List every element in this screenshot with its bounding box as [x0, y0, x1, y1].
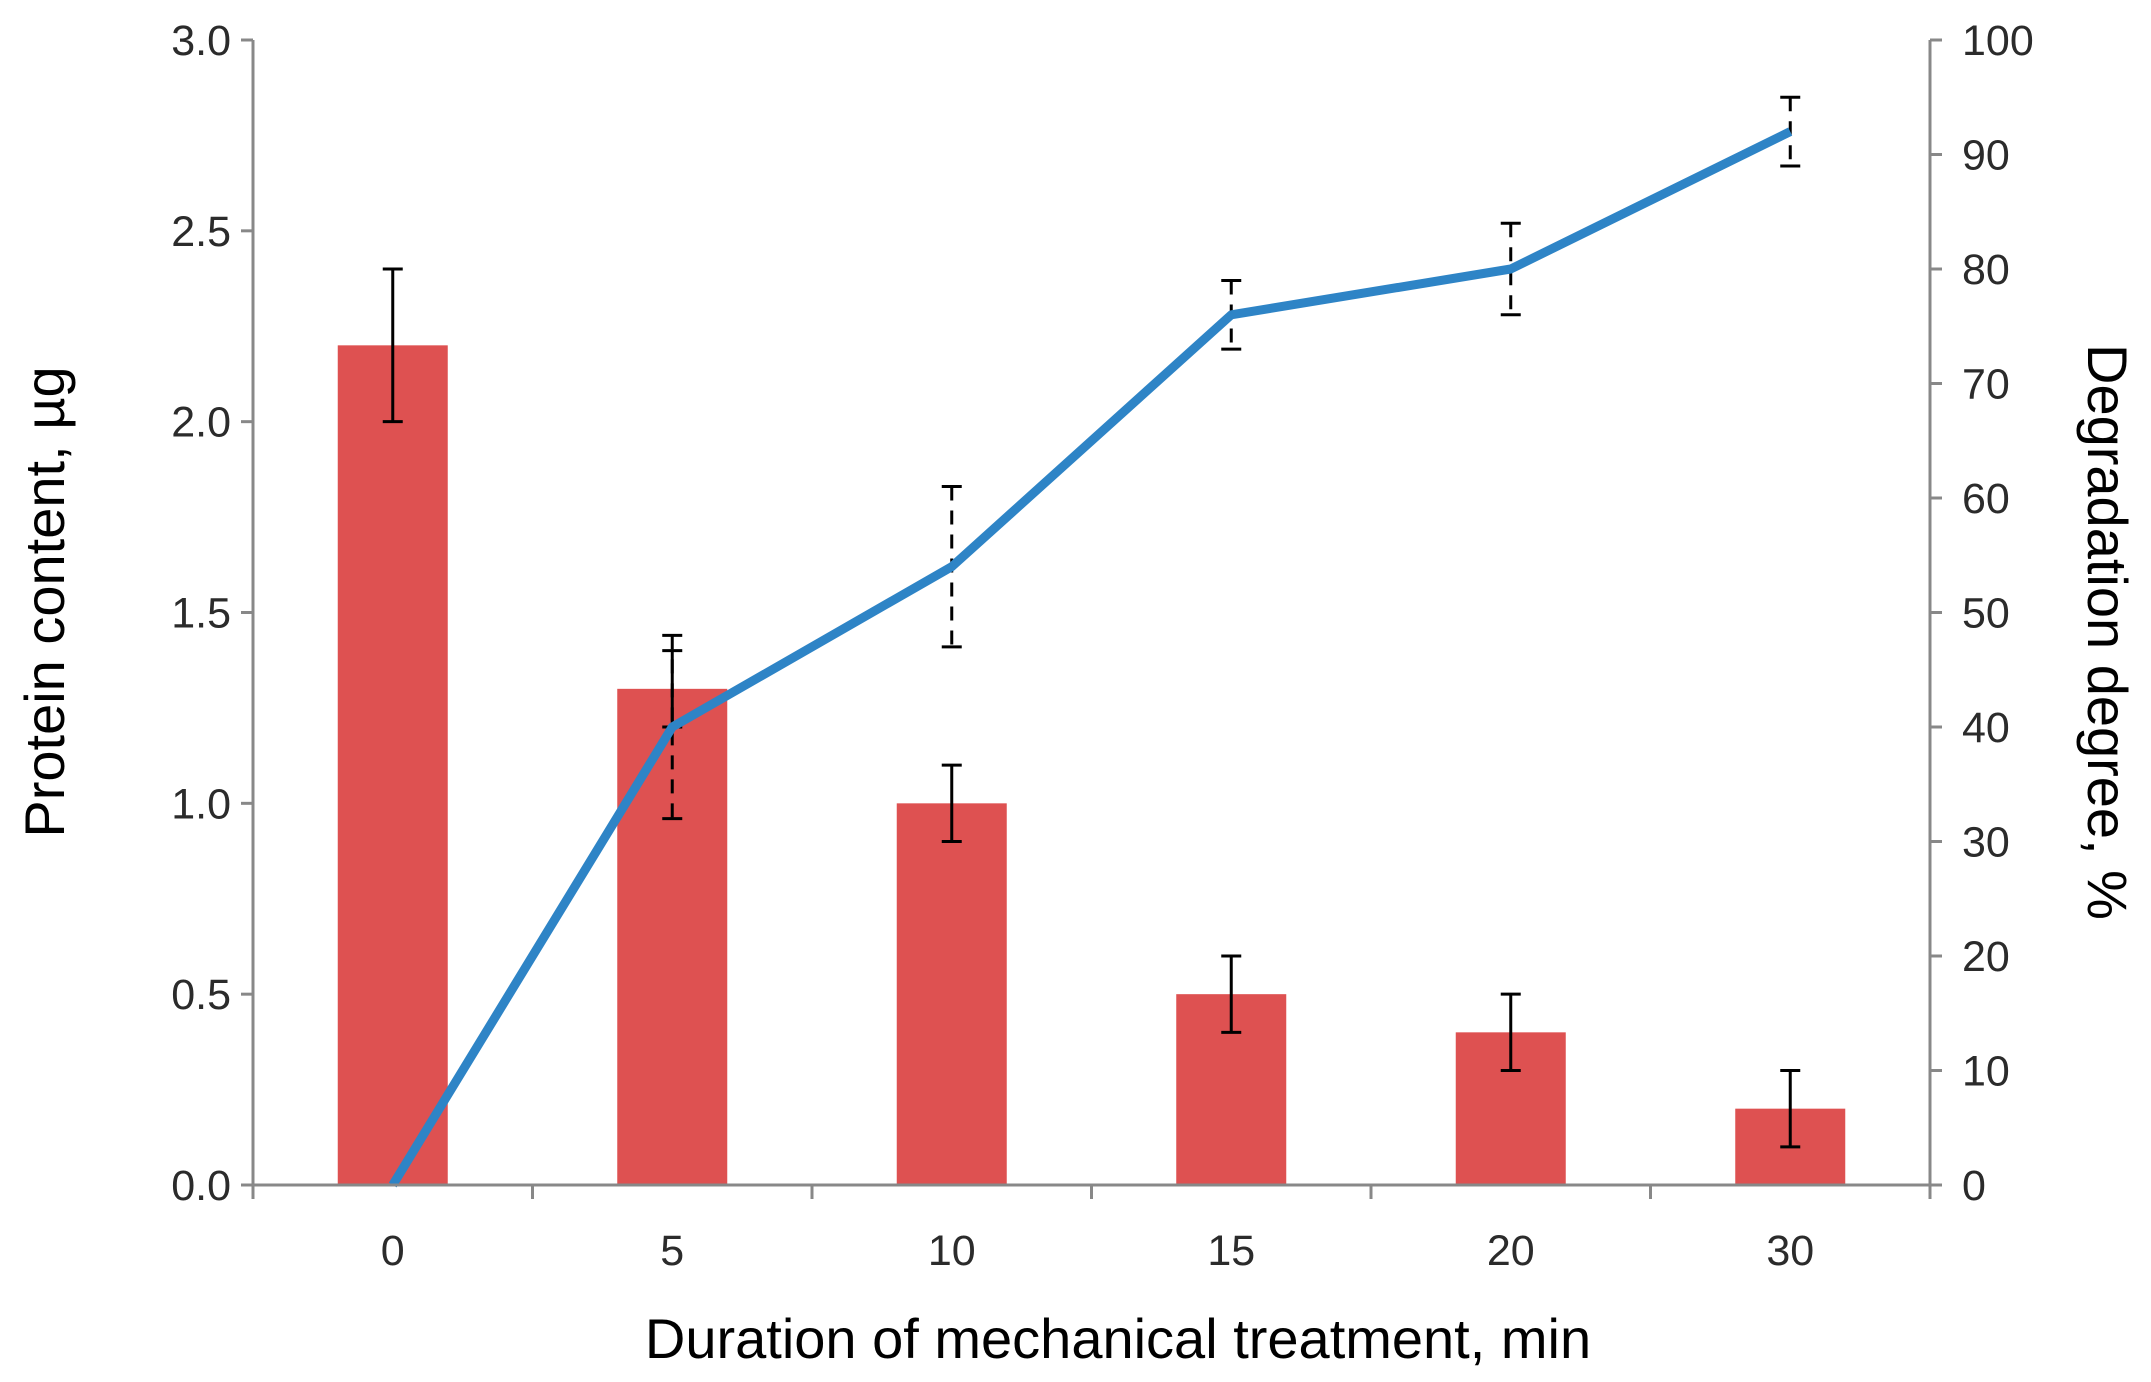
- right-axis-title: Degradation degree, %: [2076, 344, 2139, 920]
- right-tick-label: 10: [1962, 1048, 2010, 1096]
- bar-10: [896, 803, 1007, 1185]
- x-tick-label: 0: [381, 1227, 405, 1275]
- axes: [251, 40, 1932, 1187]
- left-tick-label: 2.0: [171, 399, 231, 447]
- right-tick-label: 40: [1962, 704, 2010, 752]
- left-axis-title: Protein content, µg: [13, 366, 76, 837]
- x-tick-label: 15: [1207, 1227, 1255, 1275]
- bar-0: [337, 345, 448, 1185]
- bar-error-bars: [382, 267, 1801, 1149]
- line-error-5: [662, 633, 683, 821]
- right-tick-label: 50: [1962, 590, 2010, 638]
- x-tick-label: 10: [928, 1227, 976, 1275]
- right-tick-label: 20: [1962, 933, 2010, 981]
- bar-series: [337, 345, 1846, 1185]
- degradation-line: [388, 127, 1793, 1188]
- line-error-20: [1500, 221, 1521, 317]
- left-tick-label: 0.0: [171, 1162, 231, 1210]
- right-tick-label: 60: [1962, 475, 2010, 523]
- left-tick-label: 1.5: [171, 590, 231, 638]
- bar-error-30: [1780, 1069, 1801, 1149]
- right-tick-label: 90: [1962, 132, 2010, 180]
- bar-5: [617, 688, 728, 1185]
- bar-error-0: [382, 267, 403, 424]
- line-series: [388, 127, 1793, 1188]
- x-axis-ticks: 0 5 10 15 20 30: [251, 1185, 1932, 1275]
- line-error-bars: [662, 95, 1801, 821]
- x-axis-title: Duration of mechanical treatment, min: [645, 1307, 1591, 1370]
- left-tick-label: 0.5: [171, 971, 231, 1019]
- bar-error-10: [941, 763, 962, 843]
- right-tick-label: 70: [1962, 361, 2010, 409]
- left-axis-ticks: 0.0 0.5 1.0 1.5 2.0 2.5 3.0: [171, 17, 253, 1210]
- right-axis-ticks: 0 10 20 30 40 50 60 70 80 90 100: [1930, 17, 2034, 1210]
- left-tick-label: 3.0: [171, 17, 231, 65]
- right-tick-label: 0: [1962, 1162, 1986, 1210]
- x-tick-label: 30: [1766, 1227, 1814, 1275]
- x-tick-label: 5: [660, 1227, 684, 1275]
- right-tick-label: 80: [1962, 246, 2010, 294]
- x-tick-label: 20: [1487, 1227, 1535, 1275]
- left-tick-label: 1.0: [171, 780, 231, 828]
- right-tick-label: 100: [1962, 17, 2034, 65]
- bar-error-15: [1221, 954, 1242, 1034]
- bar-error-20: [1500, 992, 1521, 1072]
- right-tick-label: 30: [1962, 819, 2010, 867]
- left-tick-label: 2.5: [171, 208, 231, 256]
